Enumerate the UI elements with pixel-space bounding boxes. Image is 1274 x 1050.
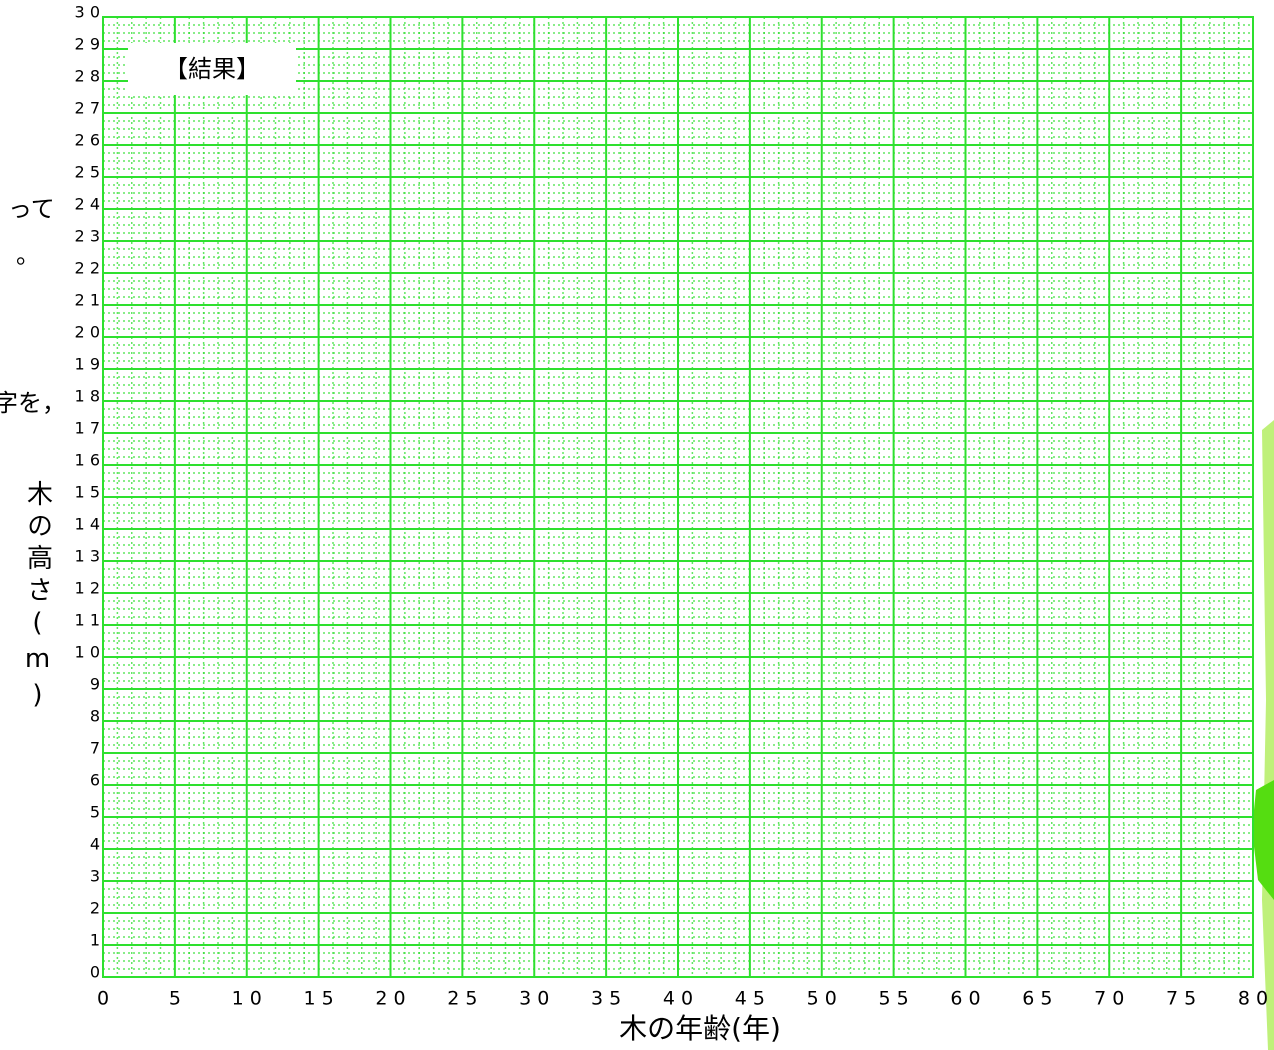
side-text: って	[8, 195, 55, 223]
x-tick-label: 3 0	[519, 988, 549, 1010]
y-tick-label: 1 2	[75, 579, 100, 598]
y-axis-label: 木の高さ(m)	[23, 480, 53, 716]
decoration	[1252, 780, 1274, 900]
y-tick-label: 4	[90, 835, 100, 854]
y-tick-label: 1 0	[75, 643, 100, 662]
y-tick-label: 3	[90, 867, 100, 886]
x-tick-label: 0	[97, 988, 109, 1010]
x-axis-label: 木の年齢(年)	[619, 1012, 781, 1045]
y-tick-label: 3 0	[75, 3, 100, 22]
y-tick-label: 2 0	[75, 323, 100, 342]
y-tick-label: 2 8	[75, 67, 100, 86]
x-tick-label: 1 5	[304, 988, 334, 1010]
y-tick-label: 1 3	[75, 547, 100, 566]
x-tick-label: 2 0	[375, 988, 405, 1010]
y-tick-label: 2 6	[75, 131, 100, 150]
x-tick-label: 5	[169, 988, 181, 1010]
y-tick-label: 1 5	[75, 483, 100, 502]
y-tick-label: 2 5	[75, 163, 100, 182]
y-tick-label: 2 3	[75, 227, 100, 246]
x-tick-label: 4 5	[735, 988, 765, 1010]
y-tick-label: 1 7	[75, 419, 100, 438]
chart: 【結果】 って 。 字を， 木の高さ(m) 木の年齢(年) 0 5 1 0 1 5 2 …	[0, 0, 1274, 1050]
x-tick-label: 6 5	[1022, 988, 1052, 1010]
y-tick-label: 1 6	[75, 451, 100, 470]
y-tick-label: 1 8	[75, 387, 100, 406]
y-tick-label: 2 2	[75, 259, 100, 278]
grid	[103, 17, 1253, 977]
y-tick-label: 1	[90, 931, 100, 950]
decoration	[1262, 420, 1274, 1050]
y-tick-label: 8	[90, 707, 100, 726]
y-tick-label: 2 9	[75, 35, 100, 54]
x-tick-label: 5 5	[879, 988, 909, 1010]
x-tick-label: 2 5	[447, 988, 477, 1010]
y-tick-label: 2 4	[75, 195, 100, 214]
y-tick-label: 6	[90, 771, 100, 790]
y-tick-label: 1 1	[75, 611, 100, 630]
y-tick-label: 1 9	[75, 355, 100, 374]
x-tick-label: 3 5	[591, 988, 621, 1010]
chart-title: 【結果】	[164, 55, 260, 83]
y-tick-label: 7	[90, 739, 100, 758]
y-tick-label: 5	[90, 803, 100, 822]
page: 【結果】 って 。 字を， 木の高さ(m) 木の年齢(年) 0 5 1 0 1 5 2 …	[0, 0, 1274, 1050]
side-text: 。	[16, 241, 40, 269]
y-tick-label: 0	[90, 963, 100, 982]
x-tick-label: 8 0	[1238, 988, 1268, 1010]
x-tick-label: 7 0	[1094, 988, 1124, 1010]
x-tick-label: 4 0	[663, 988, 693, 1010]
y-tick-label: 2 7	[75, 99, 100, 118]
y-tick-label: 9	[90, 675, 100, 694]
y-tick-label: 2	[90, 899, 100, 918]
x-tick-label: 5 0	[807, 988, 837, 1010]
y-tick-label: 2 1	[75, 291, 100, 310]
x-tick-label: 7 5	[1166, 988, 1196, 1010]
x-tick-label: 1 0	[232, 988, 262, 1010]
x-tick-label: 6 0	[950, 988, 980, 1010]
side-text: 字を，	[0, 389, 66, 417]
y-tick-label: 1 4	[75, 515, 100, 534]
